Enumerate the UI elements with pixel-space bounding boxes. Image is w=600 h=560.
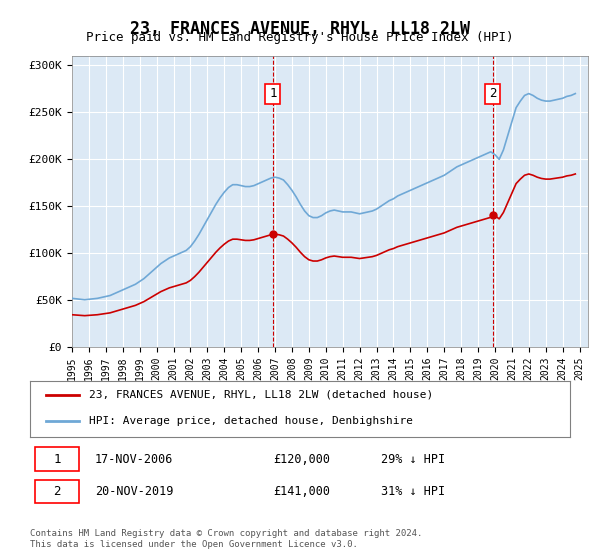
Text: 2: 2 [53, 484, 61, 498]
Text: 31% ↓ HPI: 31% ↓ HPI [381, 484, 445, 498]
Text: Price paid vs. HM Land Registry's House Price Index (HPI): Price paid vs. HM Land Registry's House … [86, 31, 514, 44]
Text: HPI: Average price, detached house, Denbighshire: HPI: Average price, detached house, Denb… [89, 416, 413, 426]
Text: 23, FRANCES AVENUE, RHYL, LL18 2LW (detached house): 23, FRANCES AVENUE, RHYL, LL18 2LW (deta… [89, 390, 434, 400]
Text: 17-NOV-2006: 17-NOV-2006 [95, 452, 173, 466]
Text: 1: 1 [269, 87, 277, 100]
Text: £141,000: £141,000 [273, 484, 330, 498]
Text: Contains HM Land Registry data © Crown copyright and database right 2024.
This d: Contains HM Land Registry data © Crown c… [30, 529, 422, 549]
Text: £120,000: £120,000 [273, 452, 330, 466]
Text: 23, FRANCES AVENUE, RHYL, LL18 2LW: 23, FRANCES AVENUE, RHYL, LL18 2LW [130, 20, 470, 38]
Text: 1: 1 [53, 452, 61, 466]
Text: 20-NOV-2019: 20-NOV-2019 [95, 484, 173, 498]
FancyBboxPatch shape [35, 447, 79, 471]
Text: 29% ↓ HPI: 29% ↓ HPI [381, 452, 445, 466]
Text: 2: 2 [489, 87, 497, 100]
FancyBboxPatch shape [35, 479, 79, 503]
